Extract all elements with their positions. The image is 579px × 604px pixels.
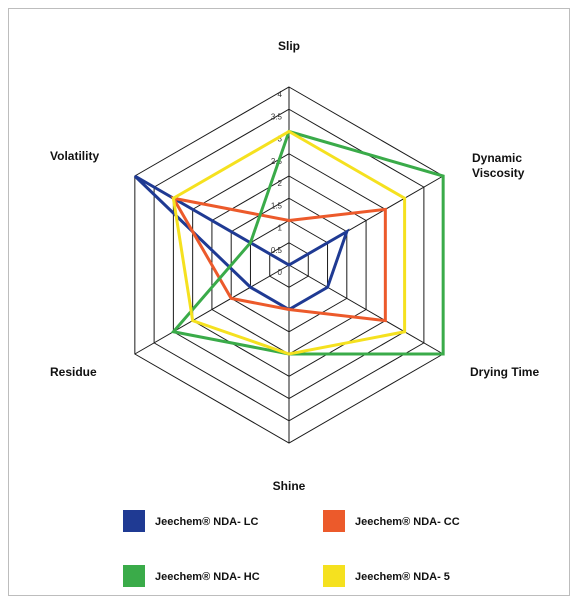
axis-label: Dynamic Viscosity [472,151,525,180]
legend: Jeechem® NDA- LC Jeechem® NDA- CC Jeechem®… [123,510,460,587]
axis-label: Volatility [50,149,99,163]
legend-label: Jeechem® NDA- HC [155,571,260,583]
axis-spoke [134,264,290,355]
tick-label: 0 [278,268,283,277]
legend-label: Jeechem® NDA- 5 [355,571,450,583]
axis-label: Residue [50,365,97,379]
series-line [171,129,407,356]
legend-item: Jeechem® NDA- CC [323,510,460,532]
legend-item: Jeechem® NDA- LC [123,510,259,532]
legend-swatch [123,565,145,587]
legend-label: Jeechem® NDA- CC [355,516,460,528]
tick-label: 1.5 [271,201,283,210]
axis-label: Slip [278,39,300,53]
axis-spoke [288,264,444,355]
legend-item: Jeechem® NDA- 5 [323,565,450,587]
legend-label: Jeechem® NDA- LC [155,516,259,528]
tick-label: 1 [278,224,283,233]
tick-label: 3.5 [271,112,283,121]
legend-swatch [323,565,345,587]
tick-label: 2 [278,179,283,188]
series-line [133,174,350,312]
axis-label: Drying Time [470,365,539,379]
tick-label: 4 [278,90,283,99]
tick-label: 2.5 [271,157,283,166]
legend-swatch [123,510,145,532]
tick-label: 3 [278,135,283,144]
axis-labels: Slip Dynamic Viscosity Drying Time Shine Resi… [50,39,539,493]
series-lines [133,129,445,356]
tick-labels: 0 0.5 1 1.5 2 2.5 3 3.5 4 [271,90,283,277]
tick-label: 0.5 [271,246,283,255]
axis-label: Shine [273,479,306,493]
legend-swatch [323,510,345,532]
legend-item: Jeechem® NDA- HC [123,565,260,587]
